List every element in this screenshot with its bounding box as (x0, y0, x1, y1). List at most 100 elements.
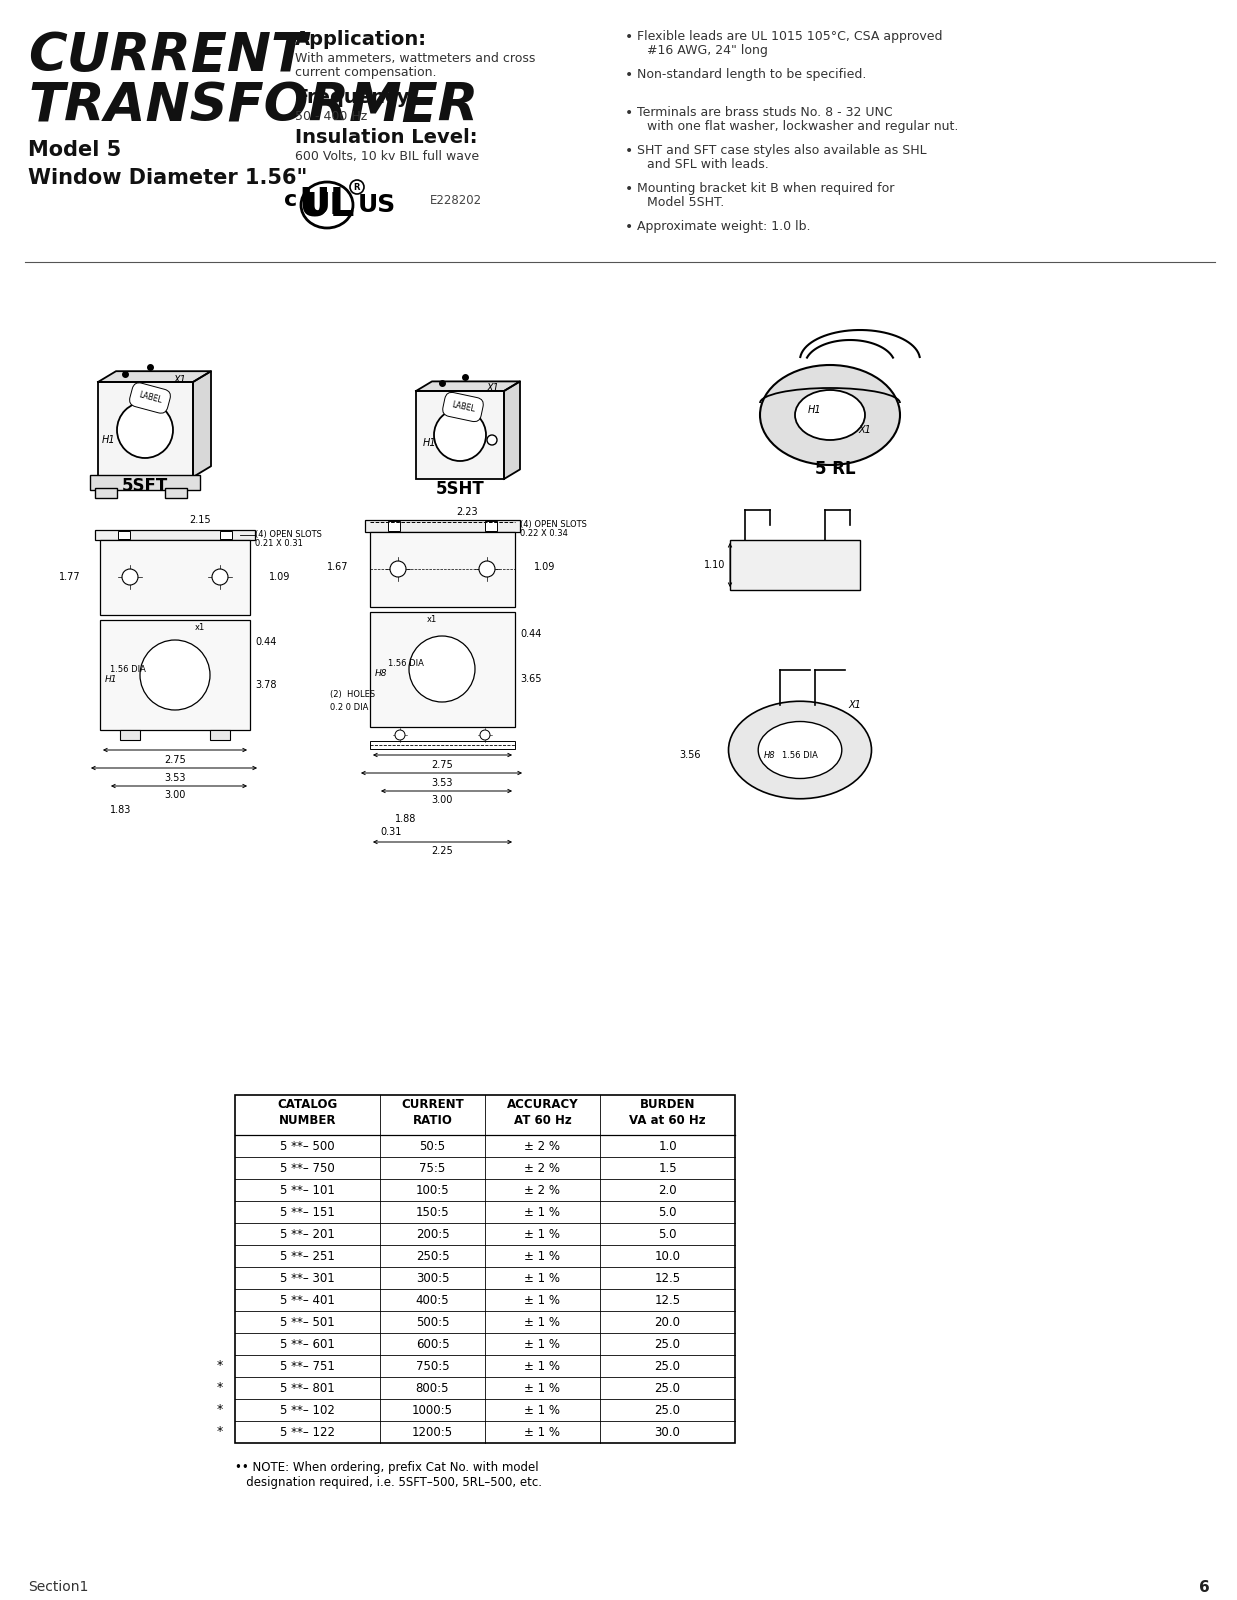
Bar (235, 1094, 735, 1443)
Text: designation required, i.e. 5SFT–500, 5RL–500, etc.: designation required, i.e. 5SFT–500, 5RL… (235, 1475, 542, 1490)
Text: ± 1 %: ± 1 % (524, 1381, 560, 1395)
Bar (95, 488, 118, 498)
Text: 2.23: 2.23 (456, 507, 477, 517)
Text: *: * (216, 1360, 223, 1373)
Bar (370, 611, 515, 726)
Text: 5 **– 500: 5 **– 500 (281, 1139, 335, 1152)
Text: LABEL: LABEL (137, 390, 162, 405)
Text: H8: H8 (764, 750, 776, 760)
Text: 20.0: 20.0 (654, 1315, 680, 1328)
Polygon shape (98, 371, 212, 382)
Text: BURDEN: BURDEN (640, 1099, 695, 1112)
Text: 1.88: 1.88 (395, 814, 417, 824)
Text: 1.67: 1.67 (328, 562, 349, 573)
Polygon shape (416, 381, 520, 390)
Text: 3.00: 3.00 (165, 790, 186, 800)
Text: H1: H1 (105, 675, 118, 685)
Text: 5 **– 401: 5 **– 401 (280, 1293, 335, 1307)
Circle shape (140, 640, 210, 710)
Text: 5 **– 750: 5 **– 750 (280, 1162, 335, 1174)
Circle shape (122, 570, 139, 586)
Text: 0.2 0 DIA: 0.2 0 DIA (330, 702, 369, 712)
Text: x1: x1 (195, 624, 205, 632)
Text: X1: X1 (849, 701, 861, 710)
Text: (2)  HOLES: (2) HOLES (330, 690, 375, 699)
Text: 1.10: 1.10 (704, 560, 726, 570)
Text: E228202: E228202 (430, 194, 482, 206)
Bar (95, 530, 255, 541)
Text: H1: H1 (423, 438, 437, 448)
Text: US: US (357, 194, 396, 218)
Text: 400:5: 400:5 (416, 1293, 449, 1307)
Text: Model 5: Model 5 (28, 141, 121, 160)
Text: 2.0: 2.0 (658, 1184, 677, 1197)
Text: 1.09: 1.09 (534, 562, 555, 573)
Ellipse shape (760, 365, 901, 466)
Text: 25.0: 25.0 (654, 1403, 680, 1416)
Circle shape (390, 562, 406, 578)
Text: 3.00: 3.00 (432, 795, 453, 805)
Text: 5 **– 102: 5 **– 102 (280, 1403, 335, 1416)
Text: R: R (354, 182, 360, 192)
Text: Window Diameter 1.56": Window Diameter 1.56" (28, 168, 307, 187)
Text: 2.15: 2.15 (189, 515, 210, 525)
Text: Frequency:: Frequency: (294, 88, 417, 107)
Text: ± 2 %: ± 2 % (524, 1184, 560, 1197)
Bar (100, 541, 250, 614)
Text: 30.0: 30.0 (654, 1426, 680, 1438)
Text: 1.56 DIA: 1.56 DIA (782, 750, 818, 760)
Text: X1: X1 (486, 382, 500, 394)
Text: ACCURACY: ACCURACY (507, 1099, 579, 1112)
Text: 600:5: 600:5 (416, 1338, 449, 1350)
Text: H1: H1 (103, 435, 116, 445)
Text: Mounting bracket kit B when required for: Mounting bracket kit B when required for (637, 182, 894, 195)
Text: 5 **– 151: 5 **– 151 (280, 1205, 335, 1219)
Text: 300:5: 300:5 (416, 1272, 449, 1285)
Text: 12.5: 12.5 (654, 1293, 680, 1307)
Text: CURRENT: CURRENT (28, 30, 307, 82)
Text: With ammeters, wattmeters and cross: With ammeters, wattmeters and cross (294, 51, 536, 66)
Text: Flexible leads are UL 1015 105°C, CSA approved: Flexible leads are UL 1015 105°C, CSA ap… (637, 30, 943, 43)
Text: 100:5: 100:5 (416, 1184, 449, 1197)
Text: 600 Volts, 10 kv BIL full wave: 600 Volts, 10 kv BIL full wave (294, 150, 479, 163)
Text: ± 2 %: ± 2 % (524, 1162, 560, 1174)
Text: 12.5: 12.5 (654, 1272, 680, 1285)
Text: 2.75: 2.75 (432, 760, 453, 770)
Polygon shape (193, 371, 212, 477)
Text: 5.0: 5.0 (658, 1205, 677, 1219)
Text: X1: X1 (858, 426, 871, 435)
Circle shape (395, 730, 404, 739)
Text: •: • (625, 144, 633, 158)
Text: H8: H8 (375, 669, 387, 678)
Text: 3.78: 3.78 (255, 680, 277, 690)
Text: 500:5: 500:5 (416, 1315, 449, 1328)
Text: 3.53: 3.53 (165, 773, 186, 782)
Text: 1.0: 1.0 (658, 1139, 677, 1152)
Text: 5 **– 801: 5 **– 801 (280, 1381, 335, 1395)
Circle shape (480, 730, 490, 739)
Text: ± 1 %: ± 1 % (524, 1205, 560, 1219)
Text: H1: H1 (808, 405, 821, 414)
Text: NUMBER: NUMBER (278, 1114, 336, 1126)
Text: TRANSFORMER: TRANSFORMER (28, 80, 479, 133)
Text: CURRENT: CURRENT (401, 1099, 464, 1112)
Text: 5 **– 251: 5 **– 251 (280, 1250, 335, 1262)
Text: 1.56 DIA: 1.56 DIA (388, 659, 424, 669)
Circle shape (212, 570, 228, 586)
Text: UL: UL (299, 186, 355, 224)
Text: 150:5: 150:5 (416, 1205, 449, 1219)
Text: 1.5: 1.5 (658, 1162, 677, 1174)
Text: #16 AWG, 24" long: #16 AWG, 24" long (647, 43, 768, 58)
Text: 1.56 DIA: 1.56 DIA (110, 666, 146, 675)
Text: 50 - 400 Hz: 50 - 400 Hz (294, 110, 367, 123)
Bar (98, 382, 193, 477)
Text: *: * (216, 1381, 223, 1395)
Text: 1000:5: 1000:5 (412, 1403, 453, 1416)
Bar (370, 741, 515, 749)
Text: 250:5: 250:5 (416, 1250, 449, 1262)
Text: 5.0: 5.0 (658, 1227, 677, 1240)
Text: Approximate weight: 1.0 lb.: Approximate weight: 1.0 lb. (637, 219, 810, 234)
Text: 3.65: 3.65 (520, 674, 542, 685)
Text: ± 1 %: ± 1 % (524, 1426, 560, 1438)
Text: Model 5SHT.: Model 5SHT. (647, 195, 724, 210)
